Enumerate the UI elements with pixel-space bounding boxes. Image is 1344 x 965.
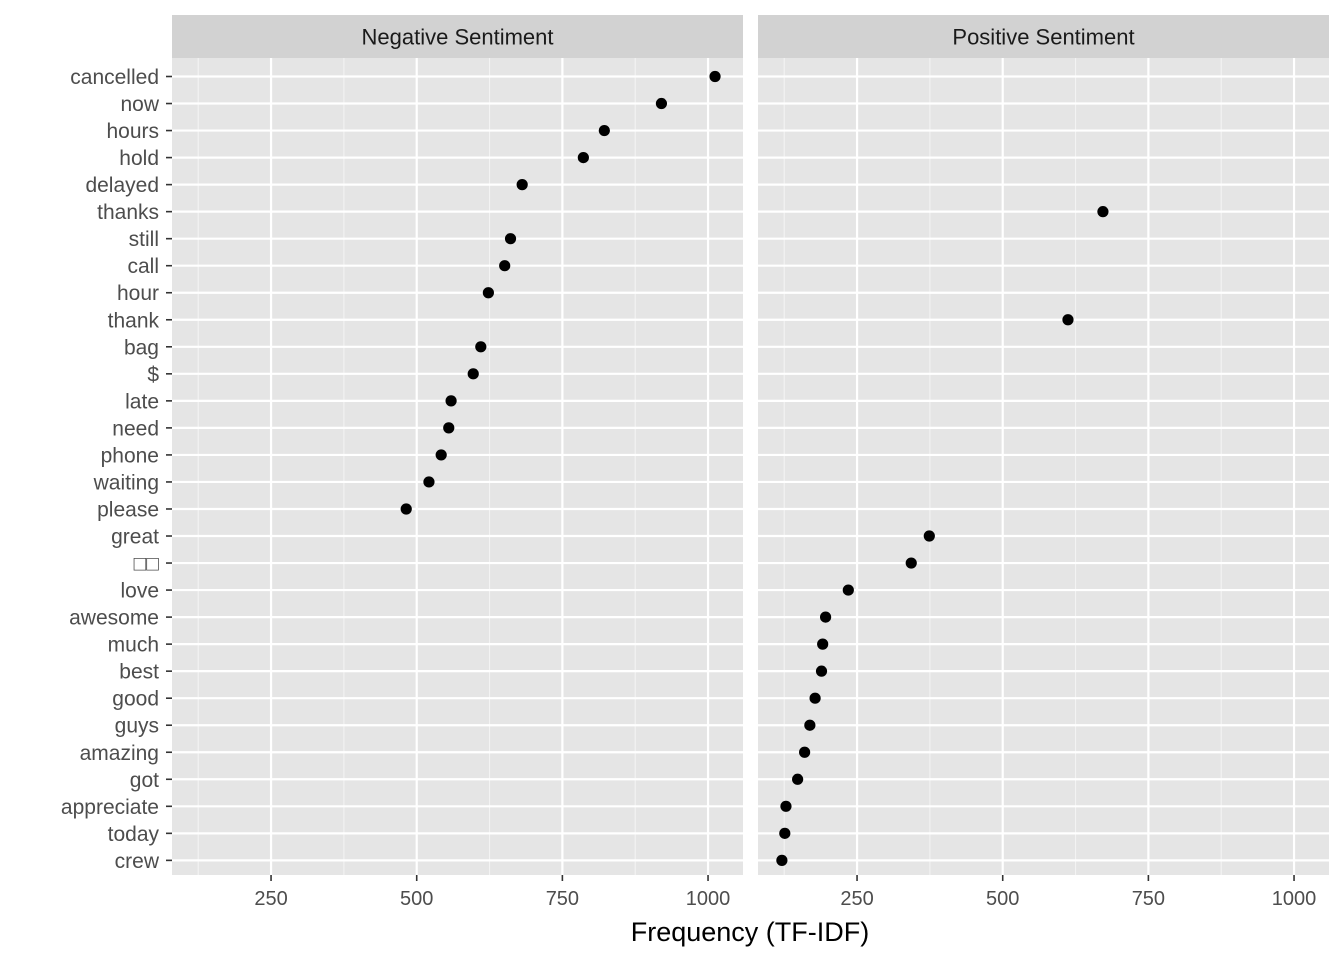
y-tick-label: please [97,498,159,521]
data-point-positive [792,773,804,785]
y-tick-label: still [129,228,159,251]
x-tick-label: 1000 [686,888,731,910]
data-point-positive [815,665,828,677]
y-tick-label: good [112,688,159,711]
data-point-positive [780,800,792,812]
y-tick-label: hold [119,147,159,170]
y-tick-label: need [112,417,159,440]
x-tick-label: 1000 [1272,888,1317,910]
data-point-negative [598,124,610,137]
data-point-negative [400,503,412,515]
data-point-positive [923,530,935,542]
y-tick-label: awesome [69,607,159,630]
facet-strip-label: Positive Sentiment [952,25,1134,50]
data-point-negative [475,341,487,353]
facet-strip [172,15,743,58]
data-point-negative [467,368,479,380]
panel-background [172,58,743,875]
x-tick-label: 500 [400,888,433,910]
y-tick-label: hour [117,282,159,305]
x-tick-label: 750 [1132,888,1165,910]
y-tick-label: phone [101,444,159,467]
data-point-negative [443,422,455,434]
y-tick-label: waiting [93,471,159,494]
y-tick-label: love [120,580,159,603]
panel-background [758,58,1329,875]
data-point-negative [516,179,528,191]
y-axis: cancelled now hours hold delayed thanks still c… [61,66,172,873]
data-point-negative [482,287,494,299]
data-point-negative [445,395,457,407]
data-point-positive [809,692,821,704]
x-tick-label: 250 [254,888,287,910]
y-tick-label: now [120,93,159,116]
facet-strip [758,15,1329,58]
data-point-negative [577,151,589,164]
data-point-positive [776,854,788,866]
facet-panel-positive: Positive Sentiment 250 500 750 1000 [758,15,1329,910]
y-tick-label: $ [147,363,159,386]
y-tick-label: call [127,255,159,278]
data-point-positive [842,584,854,596]
data-point-negative [423,476,435,488]
x-tick-label: 750 [546,888,579,910]
x-axis-title: Frequency (TF-IDF) [631,917,870,947]
data-point-negative [499,260,511,272]
data-point-negative [435,449,447,461]
data-point-negative [504,233,517,245]
data-point-positive [799,746,811,758]
x-tick-label: 250 [840,888,873,910]
y-tick-label: got [130,769,159,792]
y-tick-label: delayed [85,174,159,197]
data-point-positive [905,557,917,569]
data-point-positive [1062,314,1074,326]
y-tick-label: thank [108,309,160,332]
facet-strip-label: Negative Sentiment [362,25,554,50]
y-tick-label: best [119,661,159,684]
data-point-positive [819,611,832,623]
y-tick-label: great [111,526,159,549]
data-point-positive [779,827,791,839]
y-tick-label: hours [106,120,159,143]
data-point-negative [709,70,721,83]
x-tick-label: 500 [986,888,1019,910]
y-tick-label: guys [115,715,159,738]
data-point-positive [804,719,816,731]
y-tick-label: late [125,390,159,413]
y-tick-label: amazing [80,742,159,765]
facet-panel-negative: Negative Sentiment 250 500 750 1000 [172,15,743,910]
data-point-negative [655,97,668,110]
y-tick-label: appreciate [61,796,159,819]
y-tick-label: bag [124,336,159,359]
y-tick-label: crew [115,850,160,873]
y-tick-label: thanks [97,201,159,224]
y-tick-label: cancelled [70,66,159,89]
y-tick-label: □□ [134,553,160,576]
y-tick-label: much [108,634,159,657]
data-point-positive [817,638,829,650]
y-tick-label: today [108,823,160,846]
data-point-positive [1097,206,1109,218]
